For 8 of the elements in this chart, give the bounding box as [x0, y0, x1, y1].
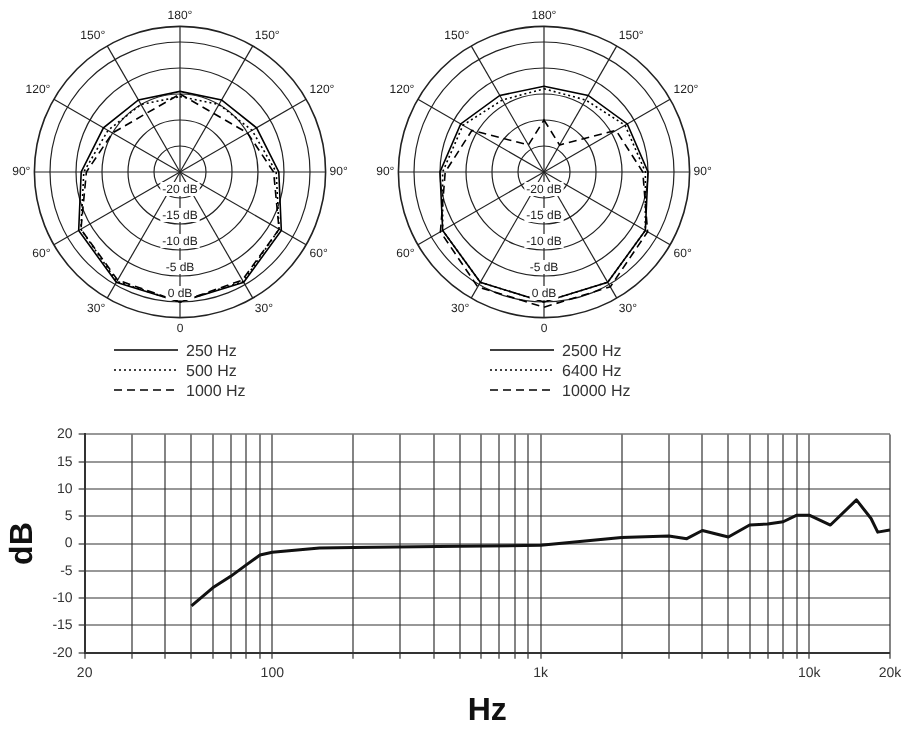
- legend-label: 6400 Hz: [562, 361, 622, 379]
- legend-label: 10000 Hz: [562, 381, 631, 399]
- legend-label: 500 Hz: [186, 361, 237, 379]
- legend-label: 1000 Hz: [186, 381, 246, 399]
- legend-label: 2500 Hz: [562, 341, 622, 359]
- y-axis-title: dB: [6, 522, 41, 565]
- x-axis-title: Hz: [467, 693, 507, 728]
- legend-label: 250 Hz: [186, 341, 237, 359]
